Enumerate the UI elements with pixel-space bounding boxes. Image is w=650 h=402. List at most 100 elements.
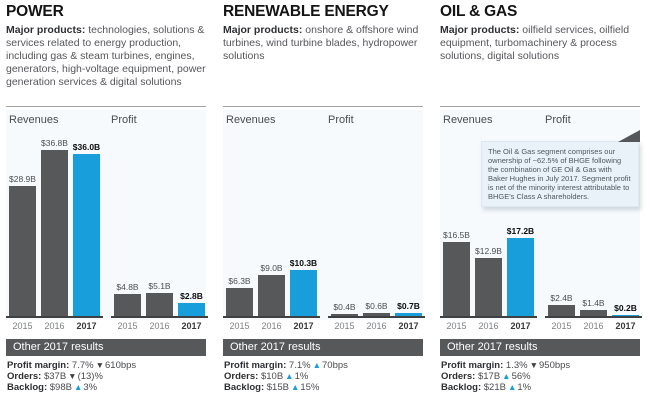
year-label: 2016	[149, 321, 170, 331]
profit-bar	[395, 313, 422, 316]
up-arrow-icon: ▲	[502, 371, 511, 381]
revenue-bar	[226, 288, 253, 316]
revenue-bar	[507, 238, 534, 316]
profit-label: Profit	[545, 114, 571, 126]
stat-value: $15B	[266, 382, 289, 393]
year-label: 2017	[181, 321, 202, 331]
stat-label: Profit margin:	[7, 360, 70, 371]
revenues-year-labels: 2015 2016 2017	[8, 321, 101, 331]
up-arrow-icon: ▲	[507, 382, 517, 392]
profit-label: Profit	[328, 114, 354, 126]
revenue-bar	[443, 242, 470, 316]
bar-value-label: $0.2B	[614, 303, 637, 313]
bar-2017: $0.7B	[394, 138, 423, 316]
stat-backlog: Backlog: $15B ▲15%	[224, 382, 348, 393]
revenues-bar-group: $6.3B $9.0B $10.3B	[225, 138, 318, 316]
profit-bar	[146, 293, 173, 316]
stat-change: 950bps	[539, 360, 571, 371]
bar-2015: $0.4B	[330, 138, 359, 316]
revenue-bar	[290, 270, 317, 316]
year-label: 2016	[44, 321, 65, 331]
revenue-bar	[73, 154, 100, 316]
axis-baseline	[223, 316, 320, 318]
stat-profit-margin: Profit margin: 7.7% ▼610bps	[7, 360, 136, 371]
bar-value-label: $1.4B	[582, 298, 605, 308]
other-results-stats: Profit margin: 7.7% ▼610bps Orders: $37B ▼…	[7, 360, 136, 393]
major-products-label: Major products:	[223, 24, 303, 36]
segment-column-oil-and-gas: OIL & GAS Major products: oilfield servi…	[440, 2, 642, 402]
profit-bar-group: $4.8B $5.1B $2.8B	[113, 138, 206, 316]
year-label: 2015	[117, 321, 138, 331]
other-results-stats: Profit margin: 7.1% ▲70bps Orders: $10B ▲1…	[224, 360, 348, 393]
bar-2016: $12.9B	[474, 138, 503, 316]
year-label: 2017	[398, 321, 419, 331]
chart-area	[6, 110, 206, 320]
segment-description: Major products: technologies, solutions …	[6, 24, 206, 89]
year-label: 2017	[510, 321, 531, 331]
stat-change: 610bps	[105, 360, 137, 371]
profit-bar	[114, 294, 141, 316]
year-label: 2015	[12, 321, 33, 331]
year-label: 2017	[76, 321, 97, 331]
stat-backlog: Backlog: $98B ▲3%	[7, 382, 136, 393]
revenue-bar	[41, 150, 68, 316]
bar-2017: $0.2B	[611, 138, 640, 316]
profit-bar-group: $2.4B $1.4B $0.2B	[547, 138, 640, 316]
stat-value: $17B	[477, 371, 501, 382]
revenue-bar	[475, 258, 502, 316]
profit-bar-group: $0.4B $0.6B $0.7B	[330, 138, 423, 316]
bar-value-label: $36.0B	[72, 142, 101, 152]
bar-2017: $36.0B	[72, 138, 101, 316]
bar-2015: $16.5B	[442, 138, 471, 316]
profit-year-labels: 2015 2016 2017	[330, 321, 423, 331]
bar-value-label: $0.7B	[397, 301, 420, 311]
stat-change: 3%	[83, 382, 98, 393]
year-label: 2017	[615, 321, 636, 331]
profit-bar	[363, 313, 390, 316]
profit-bar	[178, 303, 205, 316]
stat-label: Profit margin:	[224, 360, 287, 371]
bar-value-label: $0.4B	[333, 302, 356, 312]
axis-baseline	[111, 316, 208, 318]
major-products-text: onshore & offshore wind turbines, wind t…	[223, 24, 419, 62]
stat-value: $37B	[43, 371, 67, 382]
down-arrow-icon: ▼	[95, 360, 104, 370]
bar-value-label: $17.2B	[506, 226, 535, 236]
major-products-text: technologies, solutions & services relat…	[6, 24, 206, 88]
year-label: 2015	[446, 321, 467, 331]
stat-label: Orders:	[441, 371, 476, 382]
stat-change: 15%	[300, 382, 320, 393]
bar-value-label: $36.8B	[41, 138, 68, 148]
revenues-label: Revenues	[226, 114, 276, 126]
other-results-header: Other 2017 results	[440, 339, 640, 356]
stat-label: Backlog:	[224, 382, 265, 393]
profit-year-labels: 2015 2016 2017	[113, 321, 206, 331]
bar-2015: $6.3B	[225, 138, 254, 316]
year-label: 2016	[261, 321, 282, 331]
year-label: 2016	[366, 321, 387, 331]
profit-label: Profit	[111, 114, 137, 126]
revenue-bar	[258, 275, 285, 316]
note-text: The Oil & Gas segment comprises our owne…	[488, 147, 631, 201]
segment-column-renewable-energy: RENEWABLE ENERGY Major products: onshore…	[223, 2, 425, 402]
bar-value-label: $2.4B	[550, 293, 573, 303]
revenues-label: Revenues	[9, 114, 59, 126]
segment-title: RENEWABLE ENERGY	[223, 3, 389, 20]
bar-2017: $10.3B	[289, 138, 318, 316]
bar-2015: $2.4B	[547, 138, 576, 316]
other-results-header: Other 2017 results	[6, 339, 206, 356]
stat-profit-margin: Profit margin: 7.1% ▲70bps	[224, 360, 348, 371]
bar-value-label: $12.9B	[475, 246, 502, 256]
year-label: 2015	[229, 321, 250, 331]
down-arrow-icon: ▼	[68, 371, 77, 381]
bar-value-label: $5.1B	[148, 281, 171, 291]
stat-value: 7.1%	[288, 360, 311, 371]
profit-bar	[548, 305, 575, 316]
revenue-bar	[9, 186, 36, 316]
axis-baseline	[6, 316, 103, 318]
stat-value: $98B	[49, 382, 72, 393]
other-results-header: Other 2017 results	[223, 339, 423, 356]
year-label: 2017	[293, 321, 314, 331]
revenues-label: Revenues	[443, 114, 493, 126]
